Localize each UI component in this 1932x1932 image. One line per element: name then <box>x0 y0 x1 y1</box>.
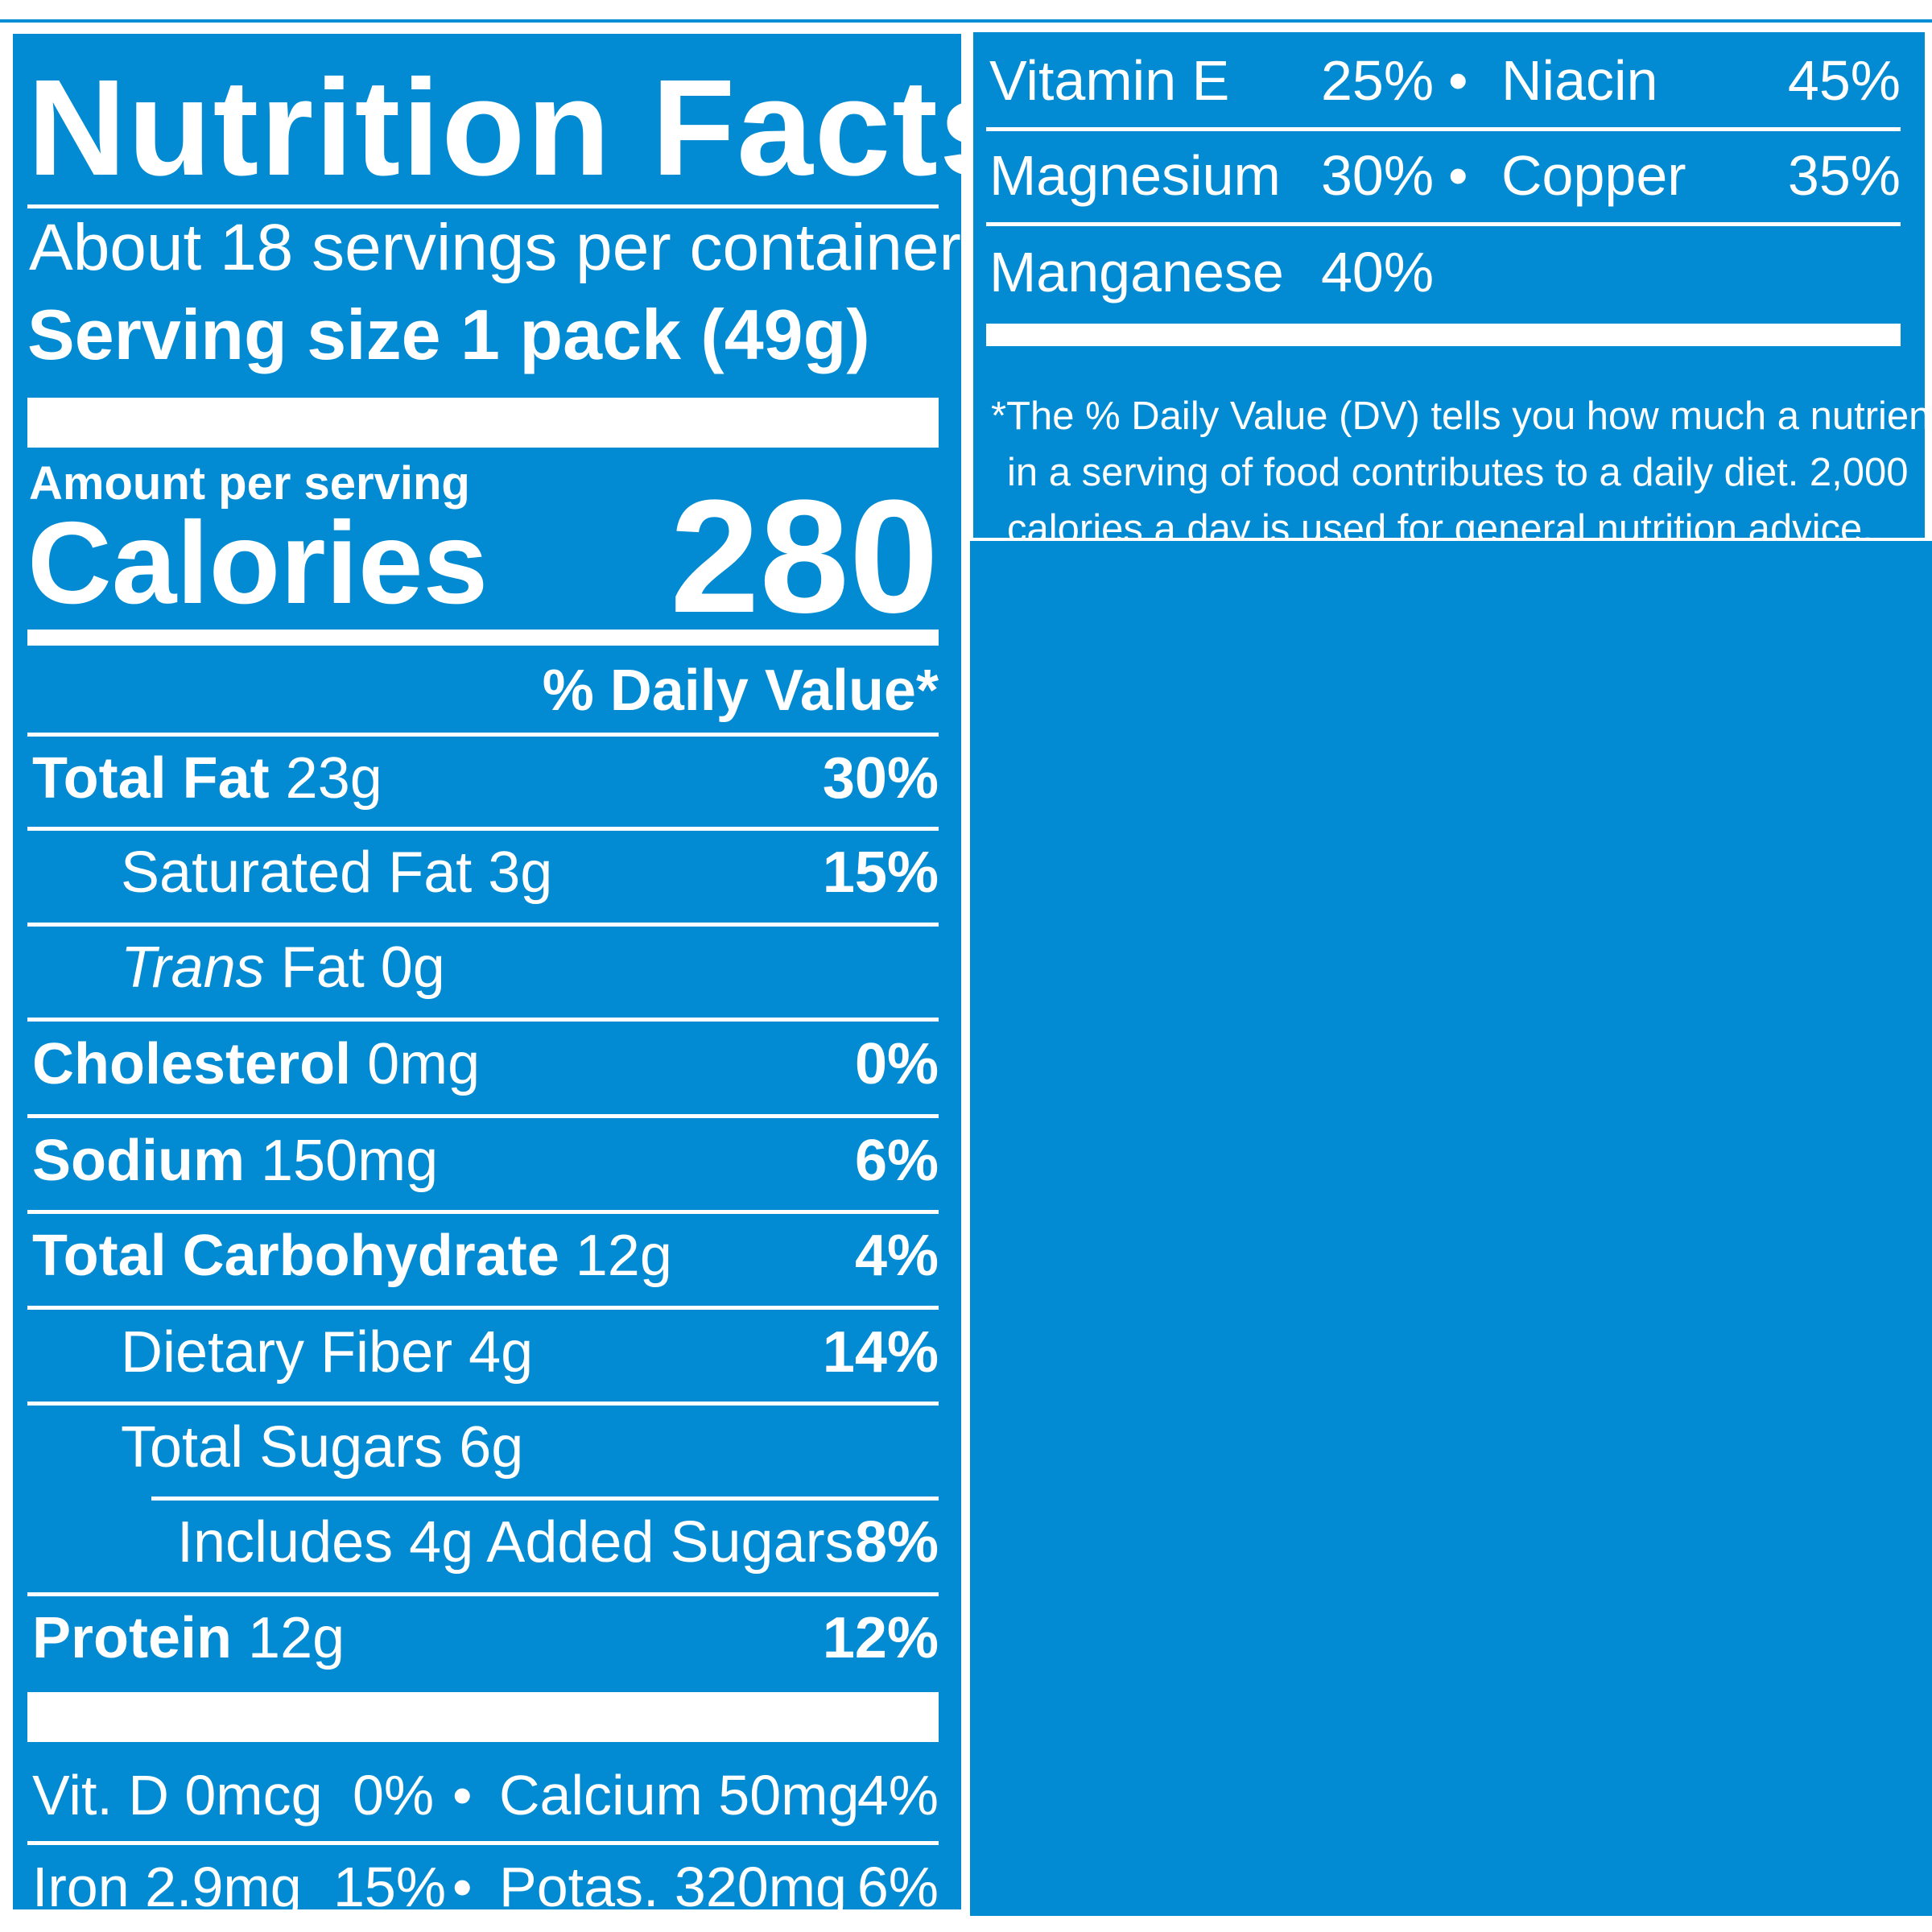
divider-thin <box>27 1402 939 1406</box>
divider-thin <box>27 923 939 927</box>
nutrient-row-protein: Protein 12g 12% <box>32 1606 939 1670</box>
nutrient-name: Trans <box>121 935 265 1000</box>
divider-thin <box>986 127 1901 131</box>
nutrient-dv: 15% <box>822 840 939 905</box>
nutrient-name: Cholesterol <box>32 1032 352 1096</box>
nutrient-dv: 14% <box>822 1320 939 1385</box>
vitamin-name: Niacin <box>1501 49 1658 112</box>
bottom-margin <box>0 1916 1932 1932</box>
footnote-line: in a serving of food contributes to a da… <box>1007 451 1909 494</box>
nutrient-dv: 8% <box>854 1510 939 1575</box>
vitamin-name: Manganese <box>989 241 1284 303</box>
nutrient-row-trans-fat: Trans Fat 0g <box>32 935 939 1000</box>
mineral-name: Calcium 50mg <box>499 1764 860 1827</box>
top-border-line <box>0 19 1932 23</box>
nutrition-facts-panel: Nutrition Facts About 18 servings per co… <box>10 31 1015 1918</box>
mineral-dv: 0% <box>353 1764 435 1827</box>
divider-thin <box>27 1841 939 1845</box>
vitamin-name: Magnesium <box>989 144 1281 207</box>
nutrient-row-added-sugars: Includes 4g Added Sugars 8% <box>32 1510 939 1575</box>
divider-thin <box>986 222 1901 226</box>
vitamin-name: Copper <box>1501 144 1686 207</box>
nutrient-name: Total Fat <box>32 746 270 811</box>
vitamin-dv: 35% <box>1787 144 1901 207</box>
divider-thin <box>27 1592 939 1596</box>
daily-value-footnote: *The % Daily Value (DV) tells you how mu… <box>991 388 1932 557</box>
vitamin-dv: 40% <box>1321 241 1435 303</box>
nutrient-amount: 0mg <box>351 1032 481 1096</box>
daily-value-header: % Daily Value* <box>542 658 939 723</box>
nutrient-dv: 4% <box>854 1224 939 1288</box>
nutrient-dv: 6% <box>854 1129 939 1193</box>
vitamin-row: Manganese 40% <box>989 240 1901 304</box>
nutrient-dv: 30% <box>822 746 939 811</box>
nutrition-facts-title: Nutrition Facts <box>27 52 1018 204</box>
nutrient-amount: 23g <box>269 746 382 811</box>
vitamin-dv: 30% <box>1321 144 1435 207</box>
nutrient-name: Total Carbohydrate <box>32 1224 559 1288</box>
mineral-dv: 15% <box>333 1856 447 1918</box>
mineral-name: Potas. 320mg <box>499 1856 847 1918</box>
mineral-row: Vit. D 0mcg 0% • Calcium 50mg 4% <box>32 1763 939 1827</box>
vitamins-panel: Vitamin E 25% • Niacin 45% Magnesium 30%… <box>970 29 1932 551</box>
mineral-row: Iron 2.9mg 15% • Potas. 320mg 6% <box>32 1855 939 1919</box>
calories-value: 280 <box>670 467 939 646</box>
divider-medium <box>27 630 939 646</box>
nutrient-name: Protein <box>32 1606 233 1670</box>
footnote-line: *The % Daily Value (DV) tells you how mu… <box>991 394 1932 438</box>
vitamin-row: Magnesium 30% • Copper 35% <box>989 143 1901 208</box>
mineral-name: Vit. D 0mcg <box>32 1764 323 1827</box>
bullet: • <box>1448 49 1468 112</box>
nutrient-amount: Fat 0g <box>264 935 445 1000</box>
servings-per-container: About 18 servings per container <box>29 211 961 284</box>
vitamin-row: Vitamin E 25% • Niacin 45% <box>989 48 1901 113</box>
divider-thin <box>27 827 939 831</box>
mineral-dv: 4% <box>857 1764 939 1827</box>
nutrient-amount: 12g <box>232 1606 345 1670</box>
nutrient-name: Dietary Fiber 4g <box>121 1320 534 1385</box>
divider-thick <box>27 1692 939 1742</box>
divider-thin <box>27 1018 939 1022</box>
bullet: • <box>1448 144 1468 207</box>
nutrient-name: Sodium <box>32 1129 245 1193</box>
divider-thick <box>27 398 939 448</box>
serving-size: Serving size 1 pack (49g) <box>27 295 870 374</box>
nutrient-row-saturated-fat: Saturated Fat 3g 15% <box>32 840 939 905</box>
nutrient-amount: 150mg <box>245 1129 439 1193</box>
divider-thin <box>27 733 939 737</box>
divider-thin <box>27 204 939 208</box>
divider-thin <box>151 1496 939 1501</box>
calories-label: Calories <box>27 497 489 628</box>
divider-thin <box>27 1114 939 1118</box>
blank-blue-area <box>970 541 1932 1922</box>
amount-per-serving: Amount per serving <box>29 457 470 510</box>
divider-thin <box>27 1306 939 1310</box>
nutrient-name: Saturated Fat 3g <box>121 840 553 905</box>
divider-thin <box>27 1210 939 1214</box>
vitamin-dv: 45% <box>1787 49 1901 112</box>
nutrient-row-total-carbohydrate: Total Carbohydrate 12g 4% <box>32 1224 939 1288</box>
vitamin-name: Vitamin E <box>989 49 1230 112</box>
bullet: • <box>452 1856 473 1918</box>
mineral-dv: 6% <box>857 1856 939 1918</box>
mineral-name: Iron 2.9mg <box>32 1856 302 1918</box>
nutrient-row-total-sugars: Total Sugars 6g <box>32 1415 939 1480</box>
nutrient-amount: 12g <box>559 1224 672 1288</box>
divider-medium <box>986 324 1901 346</box>
nutrient-dv: 12% <box>822 1606 939 1670</box>
nutrient-name: Total Sugars 6g <box>121 1415 524 1480</box>
nutrient-row-dietary-fiber: Dietary Fiber 4g 14% <box>32 1320 939 1385</box>
vitamin-dv: 25% <box>1321 49 1435 112</box>
nutrient-row-cholesterol: Cholesterol 0mg 0% <box>32 1032 939 1096</box>
nutrient-row-sodium: Sodium 150mg 6% <box>32 1129 939 1193</box>
bullet: • <box>452 1764 473 1827</box>
nutrient-name: Includes 4g Added Sugars <box>177 1510 854 1575</box>
nutrient-row-total-fat: Total Fat 23g 30% <box>32 746 939 811</box>
nutrient-dv: 0% <box>854 1032 939 1096</box>
